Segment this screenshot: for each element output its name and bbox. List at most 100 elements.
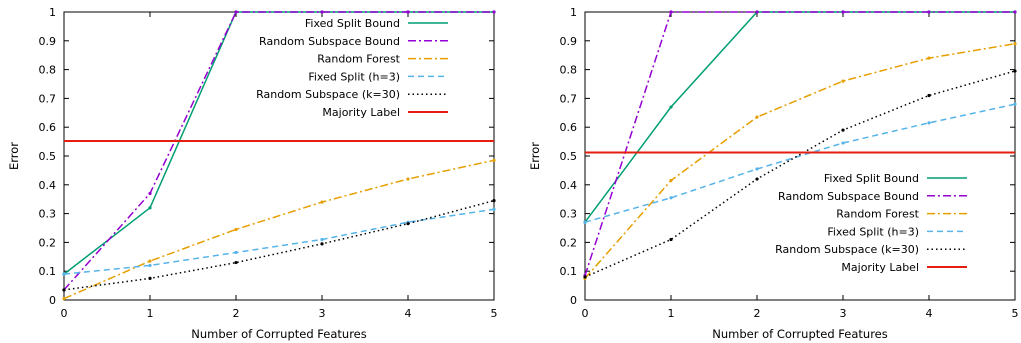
data-point (927, 121, 931, 125)
series-line-5 (584, 70, 1016, 278)
chart-panel-1: 0 1 2 3 4 5 0 0.1 0.2 0.3 0.4 0.5 0.6 0.7 0.8 0.9 1 Numbe… (7, 6, 498, 341)
y-tick-label: 0.9 (39, 35, 57, 48)
x-tick-label: 3 (319, 307, 326, 320)
legend-label: Random Forest (836, 208, 919, 221)
data-point (755, 115, 759, 119)
x-tick-label: 4 (926, 307, 933, 320)
legend-label: Majority Label (322, 106, 400, 119)
data-point (1013, 69, 1017, 73)
data-point (927, 10, 931, 14)
x-tick-label: 4 (405, 307, 412, 320)
data-point (148, 276, 152, 280)
y-tick-label: 0.6 (560, 121, 578, 134)
series-line-5 (63, 199, 495, 291)
series-line-4 (63, 208, 495, 275)
legend-label: Random Subspace (k=30) (775, 243, 919, 256)
y-tick-label: 0.9 (560, 35, 578, 48)
y-tick-label: 0.2 (560, 236, 578, 249)
data-point (320, 242, 324, 246)
data-point (669, 10, 673, 14)
y-tick-label: 0.6 (39, 121, 57, 134)
data-point (669, 105, 673, 109)
data-point (841, 10, 845, 14)
legend-label: Fixed Split Bound (305, 17, 400, 30)
chart-panel-2: 0 1 2 3 4 5 0 0.1 0.2 0.3 0.4 0.5 0.6 0.7 0.8 0.9 1 Numbe… (528, 6, 1019, 341)
x-axis-label: Number of Corrupted Features (191, 327, 367, 341)
x-tick-label: 0 (61, 307, 68, 320)
data-point (841, 128, 845, 132)
y-tick-label: 0.7 (560, 92, 578, 105)
legend-label: Majority Label (841, 261, 919, 274)
series-line-2 (584, 11, 1015, 276)
data-point (492, 199, 496, 203)
data-point (148, 206, 152, 210)
series-line-3 (63, 159, 495, 300)
data-point (406, 222, 410, 226)
y-tick-label: 1 (49, 6, 56, 19)
data-point (583, 220, 587, 224)
data-point (234, 10, 238, 14)
x-tick-label: 5 (1012, 307, 1019, 320)
data-point (148, 191, 152, 196)
y-tick-label: 0.3 (560, 208, 578, 221)
data-point (669, 237, 673, 242)
data-point (927, 56, 931, 60)
data-point (406, 177, 410, 181)
data-point (841, 141, 845, 145)
y-tick-label: 0.7 (39, 92, 57, 105)
data-point (492, 10, 496, 14)
data-point (492, 207, 496, 211)
y-tick-label: 0.1 (560, 265, 578, 278)
y-tick-label: 0.2 (39, 236, 57, 249)
data-point (755, 167, 759, 171)
plot-frame (63, 11, 495, 301)
data-point (62, 296, 66, 301)
y-axis-label: Error (7, 142, 21, 170)
data-point (1013, 102, 1017, 106)
y-tick-label: 0.8 (560, 64, 578, 77)
y-tick-label: 0.4 (560, 179, 578, 192)
data-point (406, 10, 410, 14)
x-tick-label: 1 (668, 307, 675, 320)
data-point (755, 177, 759, 181)
series-line-2 (63, 11, 494, 291)
legend-label: Random Subspace (k=30) (256, 88, 400, 101)
series-line-1 (63, 11, 494, 275)
legend-label: Fixed Split (h=3) (827, 225, 919, 238)
legend-label: Random Forest (317, 53, 400, 66)
data-point (669, 178, 673, 183)
y-tick-label: 0.5 (39, 150, 57, 163)
x-tick-label: 2 (233, 307, 240, 320)
x-axis-label: Number of Corrupted Features (712, 327, 888, 341)
y-tick-label: 0.4 (39, 179, 57, 192)
data-point (669, 196, 673, 200)
data-point (492, 158, 496, 162)
data-point (583, 275, 587, 279)
y-tick-label: 0.8 (39, 64, 57, 77)
x-tick-label: 2 (754, 307, 761, 320)
legend-label: Fixed Split (h=3) (308, 70, 400, 83)
data-point (234, 227, 238, 232)
legend-label: Random Subspace Bound (259, 35, 400, 48)
data-point (320, 10, 324, 14)
x-tick-label: 1 (147, 307, 154, 320)
legend-label: Fixed Split Bound (824, 172, 919, 185)
data-point (927, 93, 931, 98)
series-line-4 (584, 103, 1016, 223)
x-tick-label: 0 (582, 307, 589, 320)
series-line-3 (584, 42, 1016, 279)
data-point (234, 250, 238, 255)
x-tick-label: 5 (491, 307, 498, 320)
y-tick-label: 0.5 (560, 150, 578, 163)
data-point (1013, 42, 1017, 46)
data-point (62, 288, 66, 292)
data-point (320, 237, 324, 242)
y-tick-label: 0 (570, 294, 577, 307)
x-tick-label: 3 (840, 307, 847, 320)
y-axis-label: Error (528, 142, 542, 170)
data-point (755, 10, 759, 14)
data-point (841, 79, 845, 83)
y-tick-label: 0 (49, 294, 56, 307)
data-point (1013, 10, 1017, 14)
